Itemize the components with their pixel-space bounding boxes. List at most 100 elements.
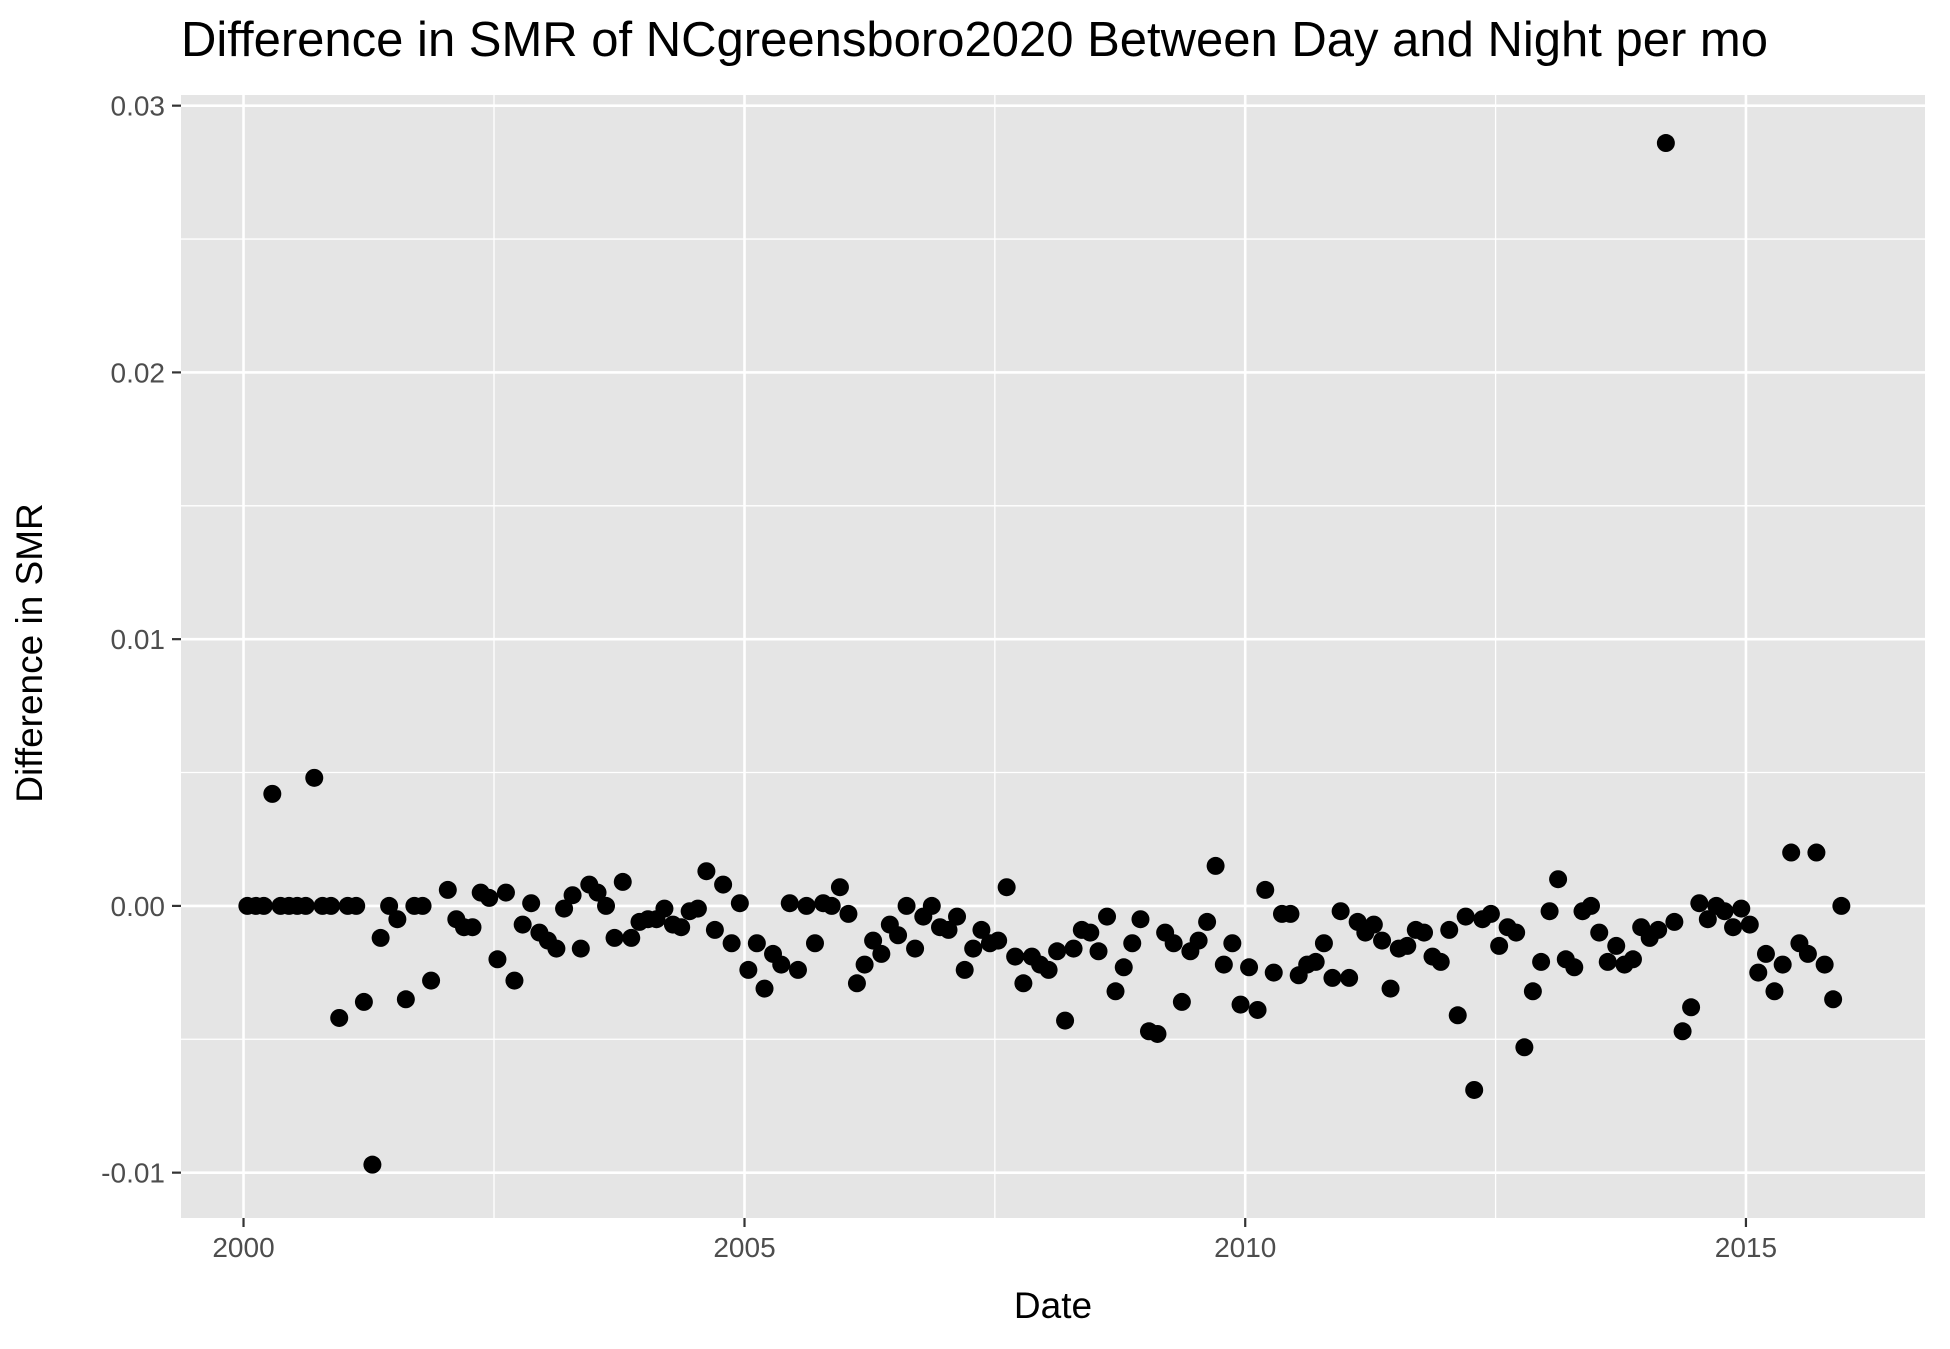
data-point [855,955,874,974]
data-point [1532,952,1551,971]
data-point [1014,974,1033,993]
data-point [380,896,399,915]
data-point [563,886,582,905]
data-point [1523,982,1542,1001]
data-point [1749,963,1768,982]
data-point [1440,920,1459,939]
data-point [363,1155,382,1174]
data-point [1364,915,1383,934]
data-point [1673,1022,1692,1041]
data-point [1732,899,1751,918]
data-point [1056,1011,1075,1030]
data-point [939,920,958,939]
data-point [513,915,532,934]
data-point [522,894,541,913]
data-point [1323,968,1342,987]
y-tick-label: -0.01 [101,1158,165,1189]
data-point [1114,958,1133,977]
data-point [788,960,807,979]
data-point [438,880,457,899]
data-point [1698,910,1717,929]
data-point [1048,942,1067,961]
data-point [688,899,707,918]
data-point [1490,936,1509,955]
data-point [1340,968,1359,987]
x-axis-title: Date [1014,1285,1092,1326]
data-point [547,939,566,958]
data-point [864,931,883,950]
data-point [1164,934,1183,953]
data-point [797,896,816,915]
data-point [1649,920,1668,939]
data-point [354,992,373,1011]
data-point [263,784,282,803]
data-point [463,918,482,937]
data-point [1623,950,1642,969]
data-point [488,950,507,969]
data-point [922,896,941,915]
data-point [1590,923,1609,942]
data-point [872,944,891,963]
data-point [1398,936,1417,955]
x-tick-label: 2000 [212,1232,274,1263]
data-point [597,896,616,915]
data-point [1765,982,1784,1001]
data-point [1248,1000,1267,1019]
data-point [496,883,515,902]
plot-panel [181,95,1925,1218]
data-point [747,934,766,953]
data-point [705,920,724,939]
data-point [1098,907,1117,926]
data-point [739,960,758,979]
data-point [388,910,407,929]
data-point [1172,992,1191,1011]
data-point [1824,990,1843,1009]
data-point [1081,923,1100,942]
data-point [1515,1038,1534,1057]
data-point [605,928,624,947]
y-tick-label: 0.02 [111,357,166,388]
data-point [955,960,974,979]
data-point [1549,870,1568,889]
data-point [1448,1006,1467,1025]
data-point [948,907,967,926]
data-point [1381,979,1400,998]
data-point [1540,902,1559,921]
data-point [1206,856,1225,875]
data-point [1481,904,1500,923]
data-point [780,894,799,913]
data-point [889,926,908,945]
data-point [847,974,866,993]
major-gridlines [181,95,1925,1218]
y-tick-label: 0.03 [111,91,166,122]
data-point [805,934,824,953]
data-point [1314,934,1333,953]
data-point [1123,934,1142,953]
data-point [1656,134,1675,153]
data-point [672,918,691,937]
data-point [1507,923,1526,942]
data-point [254,896,273,915]
y-tick-label: 0.00 [111,891,166,922]
data-point [1682,998,1701,1017]
x-tick-label: 2005 [713,1232,775,1263]
data-point [1223,934,1242,953]
data-point [613,872,632,891]
y-axis-title: Difference in SMR [9,503,50,803]
data-point [1465,1080,1484,1099]
y-tick-labels: -0.01 0.00 0.01 0.02 0.03 [101,91,165,1189]
data-point [1189,931,1208,950]
data-point [1773,955,1792,974]
data-point [1740,915,1759,934]
data-point [371,928,390,947]
x-tick-labels: 2000 2005 2010 2015 [212,1232,1777,1263]
data-point [1198,912,1217,931]
data-point [997,878,1016,897]
data-point [305,768,324,787]
data-point [1715,902,1734,921]
data-point [655,899,674,918]
data-point [1690,894,1709,913]
data-point [730,894,749,913]
data-point [964,939,983,958]
y-tick-label: 0.01 [111,624,166,655]
